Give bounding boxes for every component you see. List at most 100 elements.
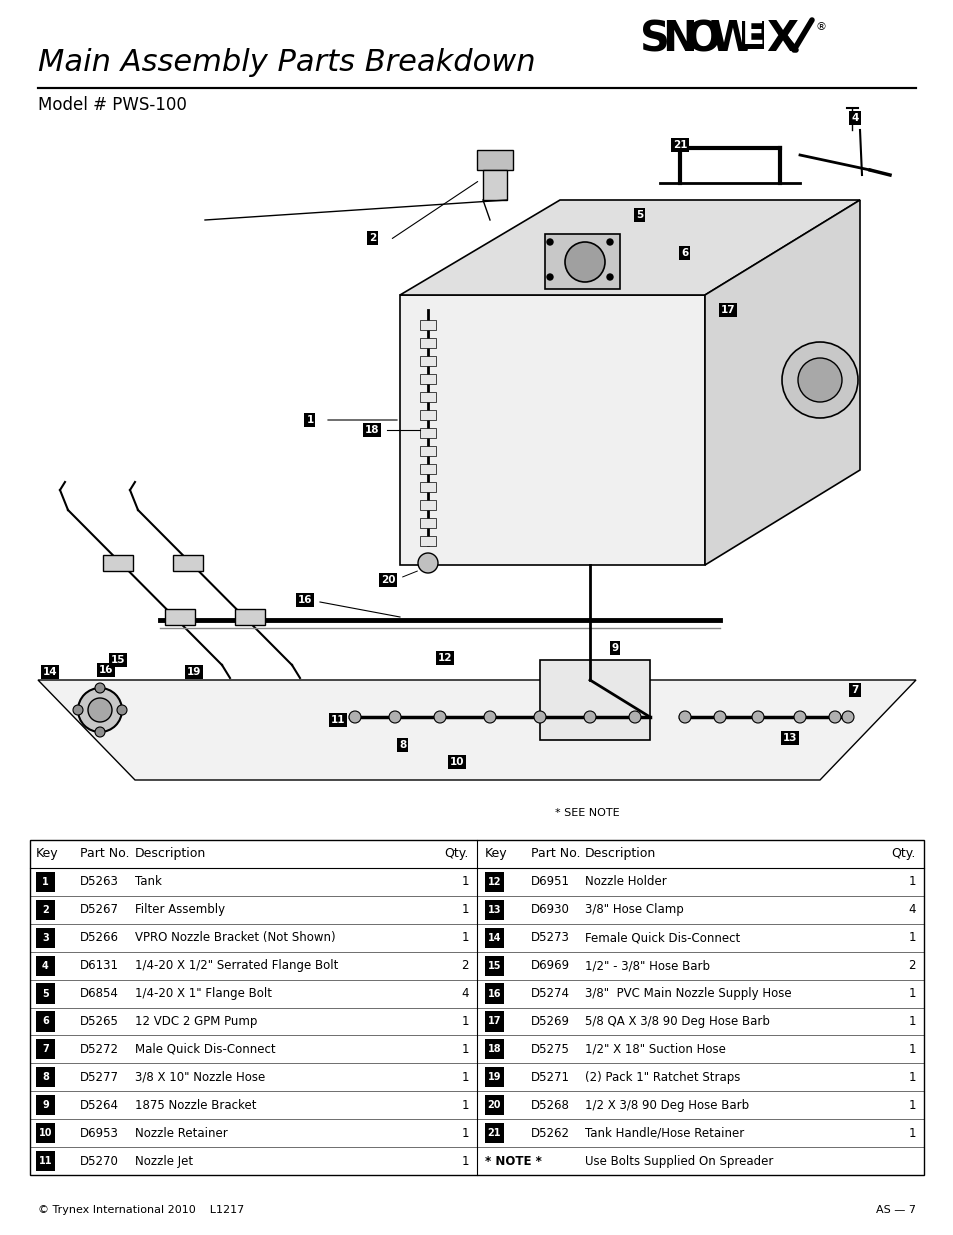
Text: 13: 13 bbox=[487, 905, 500, 915]
Circle shape bbox=[583, 711, 596, 722]
Text: 1: 1 bbox=[907, 987, 915, 1000]
Text: Key: Key bbox=[36, 847, 58, 861]
Text: 1: 1 bbox=[907, 1015, 915, 1028]
Text: (2) Pack 1" Ratchet Straps: (2) Pack 1" Ratchet Straps bbox=[584, 1071, 740, 1084]
Text: 2: 2 bbox=[369, 233, 376, 243]
Text: 7: 7 bbox=[850, 685, 858, 695]
Bar bbox=[36, 1151, 55, 1171]
Text: 3/8" Hose Clamp: 3/8" Hose Clamp bbox=[584, 903, 683, 916]
Text: 1875 Nozzle Bracket: 1875 Nozzle Bracket bbox=[135, 1099, 256, 1112]
Bar bbox=[484, 872, 503, 892]
Circle shape bbox=[434, 711, 446, 722]
Circle shape bbox=[628, 711, 640, 722]
Text: 16: 16 bbox=[99, 664, 113, 676]
Text: 2: 2 bbox=[907, 960, 915, 972]
Text: Description: Description bbox=[584, 847, 656, 861]
Bar bbox=[419, 446, 436, 456]
Text: 1: 1 bbox=[461, 1099, 469, 1112]
Text: Qty.: Qty. bbox=[891, 847, 915, 861]
Text: 19: 19 bbox=[187, 667, 201, 677]
Bar bbox=[484, 1123, 503, 1144]
Text: 1: 1 bbox=[461, 1042, 469, 1056]
Circle shape bbox=[797, 358, 841, 403]
Circle shape bbox=[417, 553, 437, 573]
Bar bbox=[36, 1095, 55, 1115]
Text: Nozzle Retainer: Nozzle Retainer bbox=[135, 1126, 228, 1140]
Text: * NOTE *: * NOTE * bbox=[484, 1155, 541, 1167]
Text: D6930: D6930 bbox=[531, 903, 569, 916]
Text: D5267: D5267 bbox=[80, 903, 119, 916]
Bar bbox=[172, 555, 203, 571]
Bar bbox=[419, 464, 436, 474]
Circle shape bbox=[546, 274, 553, 280]
Circle shape bbox=[78, 688, 122, 732]
Text: 20: 20 bbox=[380, 576, 395, 585]
Polygon shape bbox=[399, 200, 859, 295]
Text: D5274: D5274 bbox=[531, 987, 569, 1000]
Text: E: E bbox=[740, 19, 763, 52]
Text: 12: 12 bbox=[487, 877, 500, 887]
Text: 11: 11 bbox=[331, 715, 345, 725]
Circle shape bbox=[606, 240, 613, 245]
Text: 1: 1 bbox=[461, 1126, 469, 1140]
Text: 7: 7 bbox=[42, 1045, 49, 1055]
Text: N: N bbox=[661, 19, 696, 61]
Bar bbox=[484, 927, 503, 947]
Circle shape bbox=[781, 342, 857, 417]
Circle shape bbox=[751, 711, 763, 722]
Text: Part No.: Part No. bbox=[531, 847, 579, 861]
Text: 15: 15 bbox=[111, 655, 125, 664]
Text: X: X bbox=[765, 19, 798, 61]
Text: 21: 21 bbox=[672, 140, 686, 149]
Text: 14: 14 bbox=[487, 932, 500, 942]
Bar bbox=[544, 233, 619, 289]
Circle shape bbox=[679, 711, 690, 722]
Bar bbox=[482, 170, 506, 200]
Text: 18: 18 bbox=[364, 425, 379, 435]
Text: 1: 1 bbox=[461, 1155, 469, 1167]
Polygon shape bbox=[704, 200, 859, 564]
Bar bbox=[165, 609, 194, 625]
Text: 1: 1 bbox=[306, 415, 314, 425]
Text: D6951: D6951 bbox=[531, 876, 569, 888]
Text: 4: 4 bbox=[42, 961, 49, 971]
Text: 1: 1 bbox=[907, 876, 915, 888]
Text: D6953: D6953 bbox=[80, 1126, 119, 1140]
Circle shape bbox=[117, 705, 127, 715]
Text: 11: 11 bbox=[39, 1156, 52, 1166]
Text: D5272: D5272 bbox=[80, 1042, 119, 1056]
Circle shape bbox=[546, 240, 553, 245]
Text: Qty.: Qty. bbox=[444, 847, 469, 861]
Text: D6131: D6131 bbox=[80, 960, 119, 972]
Text: 1: 1 bbox=[461, 931, 469, 945]
Text: Filter Assembly: Filter Assembly bbox=[135, 903, 225, 916]
Bar bbox=[419, 500, 436, 510]
Polygon shape bbox=[399, 295, 704, 564]
Text: 20: 20 bbox=[487, 1100, 500, 1110]
Text: 2: 2 bbox=[42, 905, 49, 915]
Text: Model # PWS-100: Model # PWS-100 bbox=[38, 96, 187, 114]
Text: Use Bolts Supplied On Spreader: Use Bolts Supplied On Spreader bbox=[584, 1155, 773, 1167]
Text: 8: 8 bbox=[399, 740, 406, 750]
Bar bbox=[741, 21, 763, 49]
Bar bbox=[36, 1011, 55, 1031]
Text: 5: 5 bbox=[42, 988, 49, 999]
Circle shape bbox=[95, 683, 105, 693]
Text: 1: 1 bbox=[42, 877, 49, 887]
Circle shape bbox=[88, 698, 112, 722]
Circle shape bbox=[828, 711, 841, 722]
Text: D5275: D5275 bbox=[531, 1042, 569, 1056]
Text: VPRO Nozzle Bracket (Not Shown): VPRO Nozzle Bracket (Not Shown) bbox=[135, 931, 335, 945]
Bar bbox=[419, 338, 436, 348]
Text: 5/8 QA X 3/8 90 Deg Hose Barb: 5/8 QA X 3/8 90 Deg Hose Barb bbox=[584, 1015, 769, 1028]
Bar bbox=[419, 482, 436, 492]
Text: 1: 1 bbox=[907, 1099, 915, 1112]
Bar bbox=[419, 356, 436, 366]
Bar bbox=[539, 659, 649, 740]
Text: AS — 7: AS — 7 bbox=[875, 1205, 915, 1215]
Circle shape bbox=[841, 711, 853, 722]
Text: © Trynex International 2010    L1217: © Trynex International 2010 L1217 bbox=[38, 1205, 244, 1215]
Text: 10: 10 bbox=[449, 757, 464, 767]
Text: Nozzle Holder: Nozzle Holder bbox=[584, 876, 666, 888]
Bar bbox=[36, 900, 55, 920]
